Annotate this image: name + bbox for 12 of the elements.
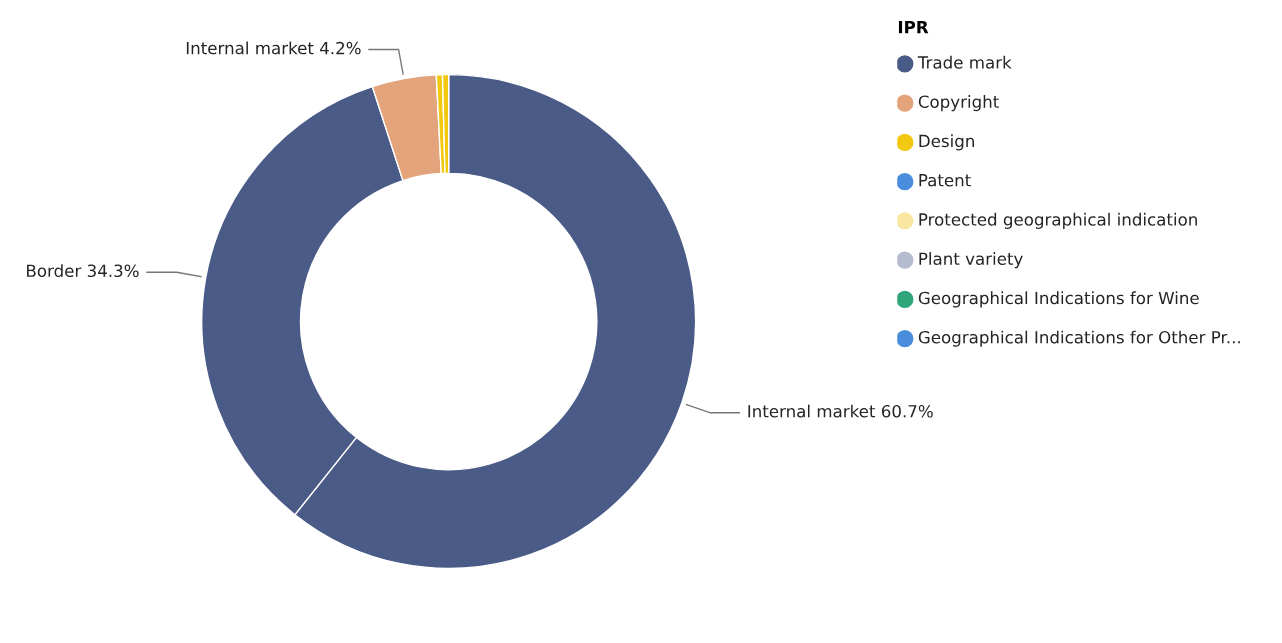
slice-label: Internal market 60.7% — [748, 404, 933, 418]
category-label: Geographical Indications for Wine — [918, 291, 1199, 308]
category-label: Geographical Indications for Other Pr... — [918, 330, 1240, 347]
slice-label: Border 34.3% — [27, 264, 139, 278]
category-label: Copyright — [918, 95, 999, 112]
text: IPR — [898, 21, 929, 34]
category-label: Protected geographical indication — [919, 212, 1197, 229]
category-label: Trade mark — [917, 55, 1012, 69]
category-label: Patent — [919, 174, 971, 187]
slice-label: Internal market 4.2% — [186, 41, 361, 55]
category-label: Design — [919, 134, 974, 151]
category-label: Plant variety — [919, 252, 1023, 269]
